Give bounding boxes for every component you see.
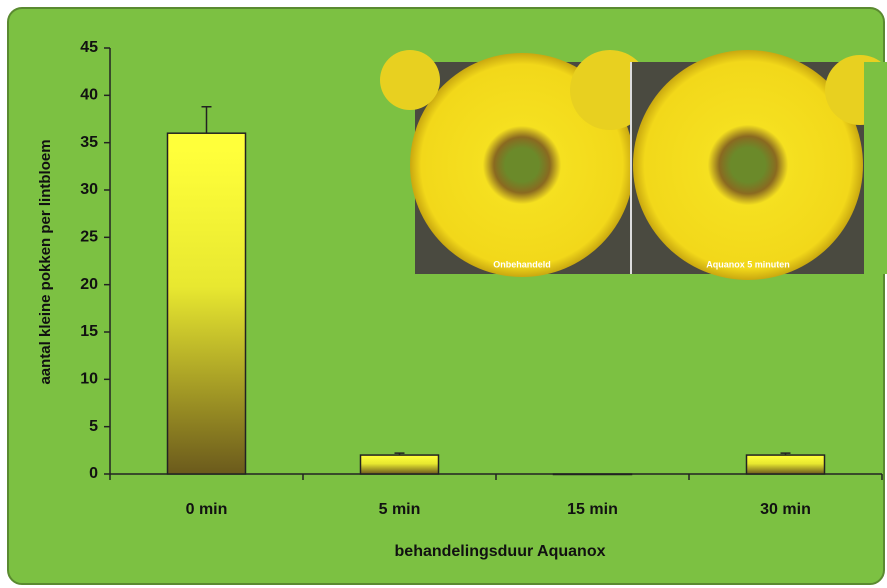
y-tick-label: 35 [80,134,98,151]
photo-inset [380,50,887,280]
y-axis-label: aantal kleine pokken per lintbloem [37,139,54,384]
error-bar [780,452,791,456]
bar [359,454,440,475]
y-tick-label: 45 [80,39,98,56]
y-tick-label: 0 [89,465,98,482]
x-tick-label: 30 min [760,501,811,518]
x-tick-label: 0 min [186,501,228,518]
y-tick-label: 15 [80,323,98,340]
photo-label: Onbehandeld [493,259,551,269]
bar [166,132,247,475]
y-tick-label: 40 [80,87,98,104]
bar [552,473,633,476]
y-tick-label: 20 [80,276,98,293]
y-tick-label: 5 [89,418,98,435]
y-tick-label: 10 [80,371,98,388]
y-tick-label: 25 [80,229,98,246]
photo-label: Aquanox 5 minuten [706,259,790,269]
error-bar [201,105,212,134]
x-tick-label: 5 min [379,501,421,518]
x-axis-label: behandelingsduur Aquanox [395,543,606,560]
y-tick-label: 30 [80,181,98,198]
x-tick-label: 15 min [567,501,618,518]
bar [745,454,826,475]
error-bar [394,452,405,456]
